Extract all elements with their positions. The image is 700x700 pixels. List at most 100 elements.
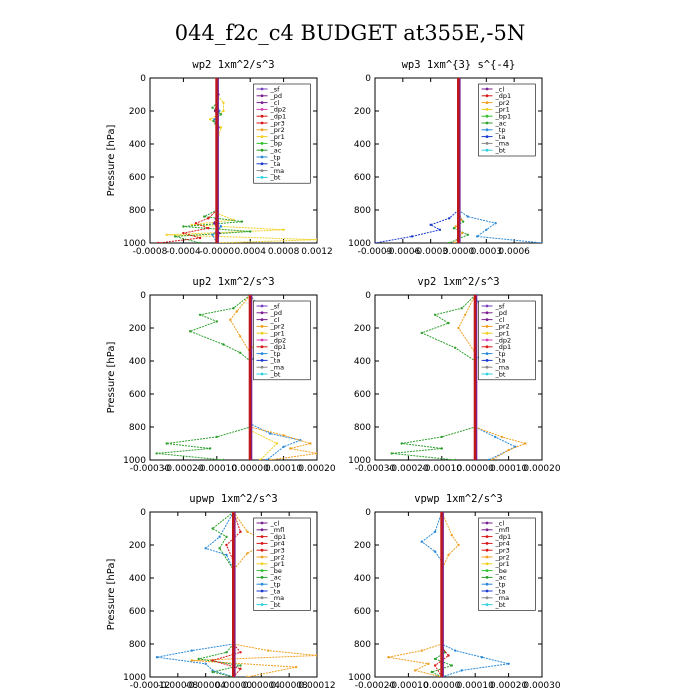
legend-entry: _dp1 — [495, 92, 512, 100]
x-tick-label: 0.00010 — [265, 464, 302, 474]
data-point — [246, 552, 249, 555]
data-point — [490, 458, 494, 460]
data-point — [215, 435, 218, 439]
legend-entry: _ta — [495, 133, 506, 141]
legend-entry: _pd — [495, 309, 508, 317]
legend-marker — [485, 325, 489, 328]
x-tick-label: 0.0000 — [443, 247, 475, 257]
legend-marker — [260, 576, 264, 579]
y-tick-label: 600 — [354, 173, 371, 183]
legend-entry: _bt — [495, 601, 506, 609]
y-tick-label: 0 — [140, 508, 146, 518]
data-point — [413, 669, 417, 672]
legend-entry: _pr2 — [495, 553, 510, 561]
legend-marker — [485, 148, 489, 152]
data-point — [211, 659, 214, 662]
y-tick-label: 400 — [354, 574, 371, 584]
data-point — [269, 458, 272, 460]
x-tick-label: 0.00000 — [215, 681, 252, 691]
data-point — [282, 228, 285, 231]
data-point — [211, 106, 214, 109]
legend-marker — [485, 352, 489, 355]
data-point — [387, 656, 390, 659]
y-tick-label: 800 — [354, 423, 371, 433]
legend-entry: _pd — [270, 92, 283, 100]
legend-marker — [260, 318, 264, 321]
x-tick-label: -0.00008 — [158, 681, 199, 691]
legend-entry: _tp — [270, 153, 281, 161]
legend-marker — [260, 162, 264, 166]
x-tick-label: -0.00004 — [185, 681, 226, 691]
data-point — [190, 649, 193, 652]
data-point — [269, 432, 272, 435]
legend-marker — [485, 542, 489, 545]
legend-marker — [260, 542, 264, 545]
legend-entry: _ta — [270, 357, 281, 365]
data-point — [249, 230, 252, 233]
x-tick-label: 0.0012 — [301, 247, 333, 257]
data-point — [188, 330, 192, 333]
data-point — [454, 225, 457, 228]
data-point — [235, 310, 238, 313]
x-tick-label: -0.00010 — [197, 464, 238, 474]
data-point — [282, 434, 285, 437]
legend-entry: _mfl — [495, 526, 510, 534]
data-point — [427, 662, 430, 665]
x-tick-label: 0.00000 — [423, 681, 460, 691]
legend-entry: _ma — [495, 364, 510, 372]
panel-title: wp3 1xm^{3} s^{-4} — [402, 59, 516, 71]
data-point — [450, 664, 453, 667]
x-tick-label: -0.0006 — [385, 247, 420, 257]
data-point — [448, 217, 451, 220]
legend-marker — [485, 338, 489, 342]
legend-marker — [485, 331, 489, 335]
legend-entry: _cl — [495, 519, 505, 527]
data-point — [275, 442, 279, 445]
data-point — [466, 215, 469, 218]
y-tick-label: 0 — [365, 508, 371, 518]
data-point — [207, 217, 210, 220]
legend-entry: _tp — [270, 350, 281, 358]
legend-marker — [260, 569, 264, 572]
data-point — [294, 665, 298, 669]
legend-entry: _ma — [270, 364, 285, 372]
x-tick-label: -0.0008 — [133, 247, 168, 257]
y-axis-label: Pressure [hPa] — [106, 342, 117, 414]
data-point — [480, 656, 484, 659]
data-point — [420, 331, 423, 335]
legend-marker — [260, 528, 264, 532]
legend-marker — [485, 555, 489, 559]
panel-1: wp2 1xm^2/s^302004006008001000-0.0008-0.… — [106, 59, 333, 257]
legend-box — [253, 83, 311, 184]
legend-entry: _pr2 — [270, 126, 285, 134]
legend-marker — [260, 135, 264, 139]
data-point — [454, 649, 457, 652]
legend-marker — [485, 359, 489, 362]
legend-marker — [485, 589, 489, 593]
data-point — [267, 649, 270, 652]
data-point — [157, 241, 160, 243]
legend-marker — [485, 114, 489, 118]
data-point — [218, 535, 221, 538]
legend-marker — [485, 582, 489, 586]
data-point — [450, 533, 453, 537]
x-tick-label: 0.00000 — [232, 464, 269, 474]
plot-frame — [374, 511, 543, 678]
legend-marker — [485, 596, 489, 600]
data-point — [222, 458, 225, 460]
data-point — [500, 435, 504, 439]
legend-marker — [485, 128, 489, 132]
data-point — [440, 435, 443, 439]
y-tick-label: 600 — [354, 390, 371, 400]
data-point — [222, 343, 225, 346]
legend-entry: _pr2 — [270, 553, 285, 561]
x-tick-label: 0.00010 — [457, 681, 494, 691]
chart-panels: wp2 1xm^2/s^302004006008001000-0.0008-0.… — [106, 59, 561, 691]
x-tick-label: 0.0003 — [471, 247, 503, 257]
legend-marker — [260, 555, 264, 559]
legend-marker — [485, 576, 489, 579]
data-point — [165, 442, 168, 445]
x-tick-label: 0.00010 — [490, 464, 527, 474]
data-point — [494, 435, 497, 439]
legend-entry: _pr1 — [270, 560, 285, 568]
